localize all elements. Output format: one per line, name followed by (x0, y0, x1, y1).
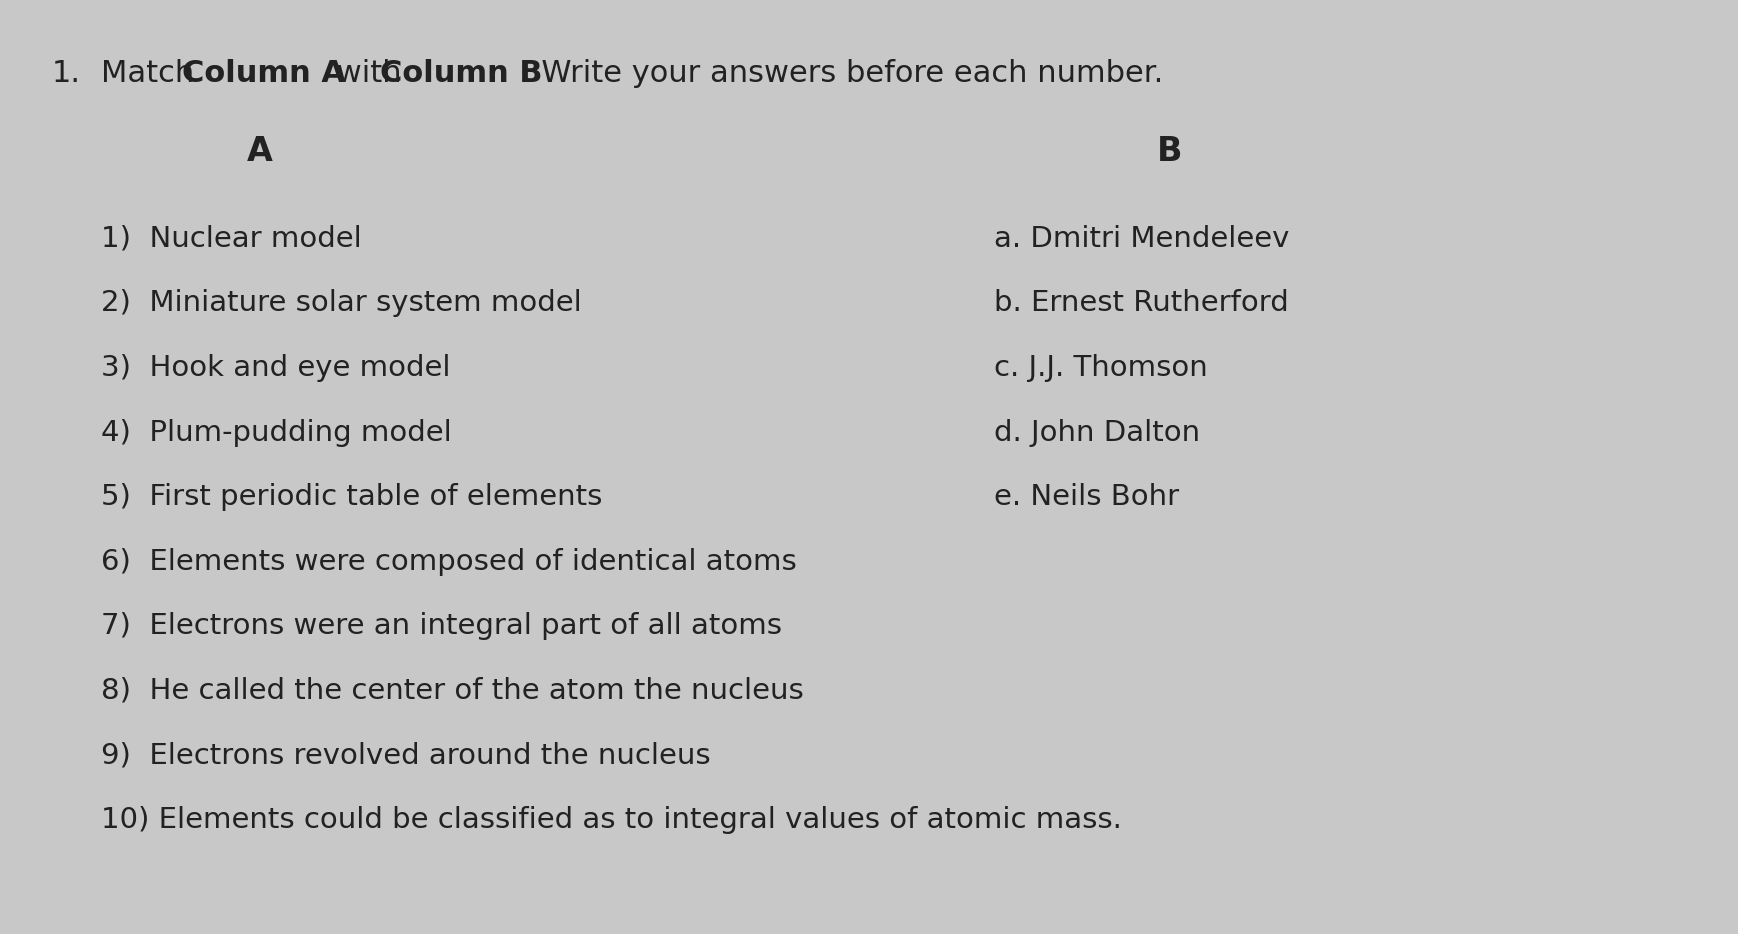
Text: 10) Elements could be classified as to integral values of atomic mass.: 10) Elements could be classified as to i… (101, 806, 1123, 834)
Text: 8)  He called the center of the atom the nucleus: 8) He called the center of the atom the … (101, 677, 805, 705)
Text: 7)  Electrons were an integral part of all atoms: 7) Electrons were an integral part of al… (101, 613, 782, 640)
Text: . Write your answers before each number.: . Write your answers before each number. (521, 59, 1163, 88)
Text: a. Dmitri Mendeleev: a. Dmitri Mendeleev (994, 225, 1290, 253)
Text: B: B (1156, 135, 1182, 168)
Text: 3)  Hook and eye model: 3) Hook and eye model (101, 354, 450, 382)
Text: A: A (247, 135, 273, 168)
Text: 9)  Electrons revolved around the nucleus: 9) Electrons revolved around the nucleus (101, 742, 711, 770)
Text: b. Ernest Rutherford: b. Ernest Rutherford (994, 290, 1290, 318)
Text: Column A: Column A (181, 59, 344, 88)
Text: Column B: Column B (381, 59, 542, 88)
Text: e. Neils Bohr: e. Neils Bohr (994, 483, 1180, 511)
Text: Match: Match (101, 59, 205, 88)
Text: 5)  First periodic table of elements: 5) First periodic table of elements (101, 483, 603, 511)
Text: d. John Dalton: d. John Dalton (994, 418, 1201, 446)
Text: 1.: 1. (52, 59, 80, 88)
Text: 1)  Nuclear model: 1) Nuclear model (101, 225, 362, 253)
Text: c. J.J. Thomson: c. J.J. Thomson (994, 354, 1208, 382)
Text: 6)  Elements were composed of identical atoms: 6) Elements were composed of identical a… (101, 547, 798, 575)
Text: with: with (327, 59, 412, 88)
Text: 4)  Plum-pudding model: 4) Plum-pudding model (101, 418, 452, 446)
Text: 2)  Miniature solar system model: 2) Miniature solar system model (101, 290, 582, 318)
